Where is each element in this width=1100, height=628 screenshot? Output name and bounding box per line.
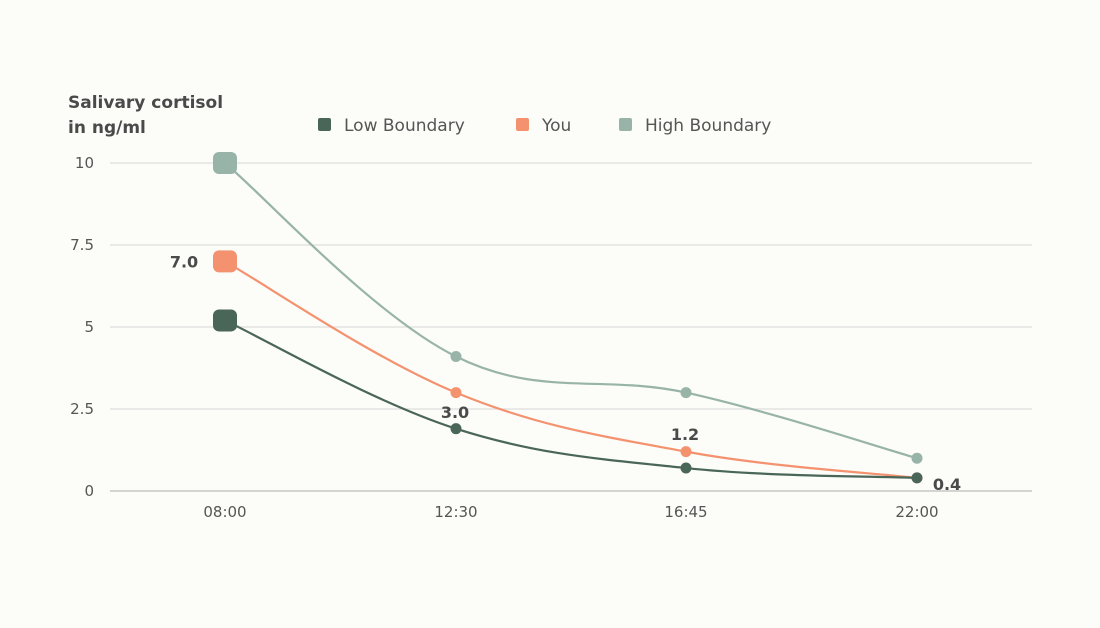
data-label: 1.2 (671, 425, 699, 444)
data-point (680, 462, 692, 474)
y-tick-label: 5 (84, 318, 94, 336)
data-label: 0.4 (933, 475, 961, 494)
x-tick-label: 16:45 (664, 503, 707, 521)
series-line-low-boundary (224, 319, 918, 479)
data-point (680, 446, 692, 458)
x-tick-label: 08:00 (203, 503, 246, 521)
data-point (450, 351, 462, 363)
data-label: 3.0 (441, 403, 469, 422)
data-point (680, 387, 692, 399)
data-point (213, 250, 237, 273)
data-point (911, 472, 923, 484)
x-tick-label: 22:00 (895, 503, 938, 521)
data-point (213, 152, 237, 174)
y-axis-label-line1: Salivary cortisol (68, 93, 223, 113)
data-point (911, 452, 923, 464)
data-label: 7.0 (170, 252, 198, 271)
legend-label: High Boundary (645, 116, 771, 136)
x-tick-label: 12:30 (434, 503, 477, 521)
legend-label: Low Boundary (344, 116, 465, 136)
y-tick-label: 0 (84, 482, 94, 500)
legend-swatch (516, 118, 529, 131)
data-point (213, 309, 237, 332)
y-tick-label: 2.5 (70, 400, 94, 418)
series-line-you (224, 260, 918, 479)
legend-swatch (619, 118, 632, 131)
legend-label: You (541, 116, 571, 136)
y-tick-label: 10 (75, 154, 94, 172)
y-tick-label: 7.5 (70, 236, 94, 254)
series-line-high-boundary (224, 162, 918, 460)
data-point (450, 423, 462, 435)
legend-swatch (318, 118, 331, 131)
y-axis-label-line2: in ng/ml (68, 118, 146, 138)
data-point (450, 387, 462, 399)
